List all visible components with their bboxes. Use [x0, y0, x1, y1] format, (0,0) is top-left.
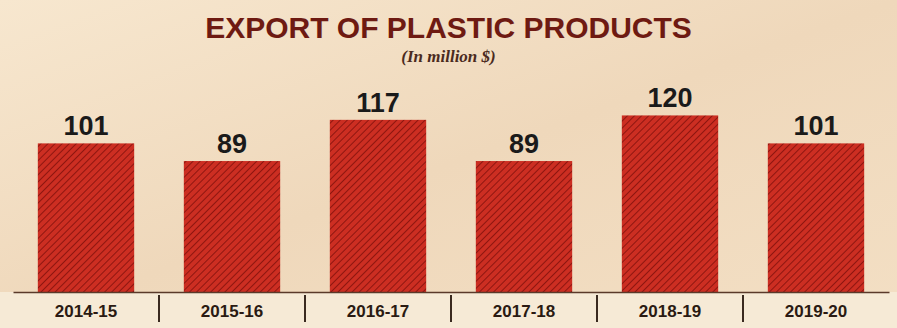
separator [304, 295, 306, 322]
data-label: 117 [356, 88, 400, 118]
bar [184, 161, 280, 292]
data-label: 89 [509, 129, 539, 159]
bar [476, 161, 572, 292]
tick-label: 2017-18 [493, 302, 555, 321]
data-label: 101 [793, 111, 838, 141]
title: EXPORT OF PLASTIC PRODUCTS [205, 11, 692, 44]
bar [330, 120, 426, 292]
tick: 2014-15 [55, 292, 117, 321]
separator [742, 295, 744, 322]
separator [596, 295, 598, 322]
tick-label: 2015-16 [201, 302, 263, 321]
tick-label: 2019-20 [785, 302, 847, 321]
chart: EXPORT OF PLASTIC PRODUCTS (In million $)… [0, 0, 897, 328]
data-label: 89 [217, 129, 247, 159]
data-labels: 101 89 117 89 120 101 [63, 83, 838, 159]
separator [158, 295, 160, 322]
separators [159, 295, 743, 322]
background [0, 0, 897, 328]
tick-label: 2014-15 [55, 302, 117, 321]
tick: 2017-18 [493, 292, 555, 321]
bar [622, 115, 718, 292]
data-label: 101 [63, 111, 108, 141]
tick: 2019-20 [785, 292, 847, 321]
axis-line [14, 292, 890, 294]
x-axis: 2014-15 2015-16 2016-17 2017-18 2018-19 2019-… [14, 292, 890, 321]
tick-label: 2016-17 [347, 302, 409, 321]
bars [38, 115, 864, 292]
axis-band [0, 292, 897, 328]
subtitle: (In million $) [401, 47, 495, 66]
data-label: 120 [647, 83, 692, 113]
bar [38, 143, 134, 292]
tick: 2015-16 [201, 292, 263, 321]
separator [450, 295, 452, 322]
tick: 2018-19 [639, 292, 701, 321]
bar [768, 143, 864, 292]
tick-label: 2018-19 [639, 302, 701, 321]
tick: 2016-17 [347, 292, 409, 321]
